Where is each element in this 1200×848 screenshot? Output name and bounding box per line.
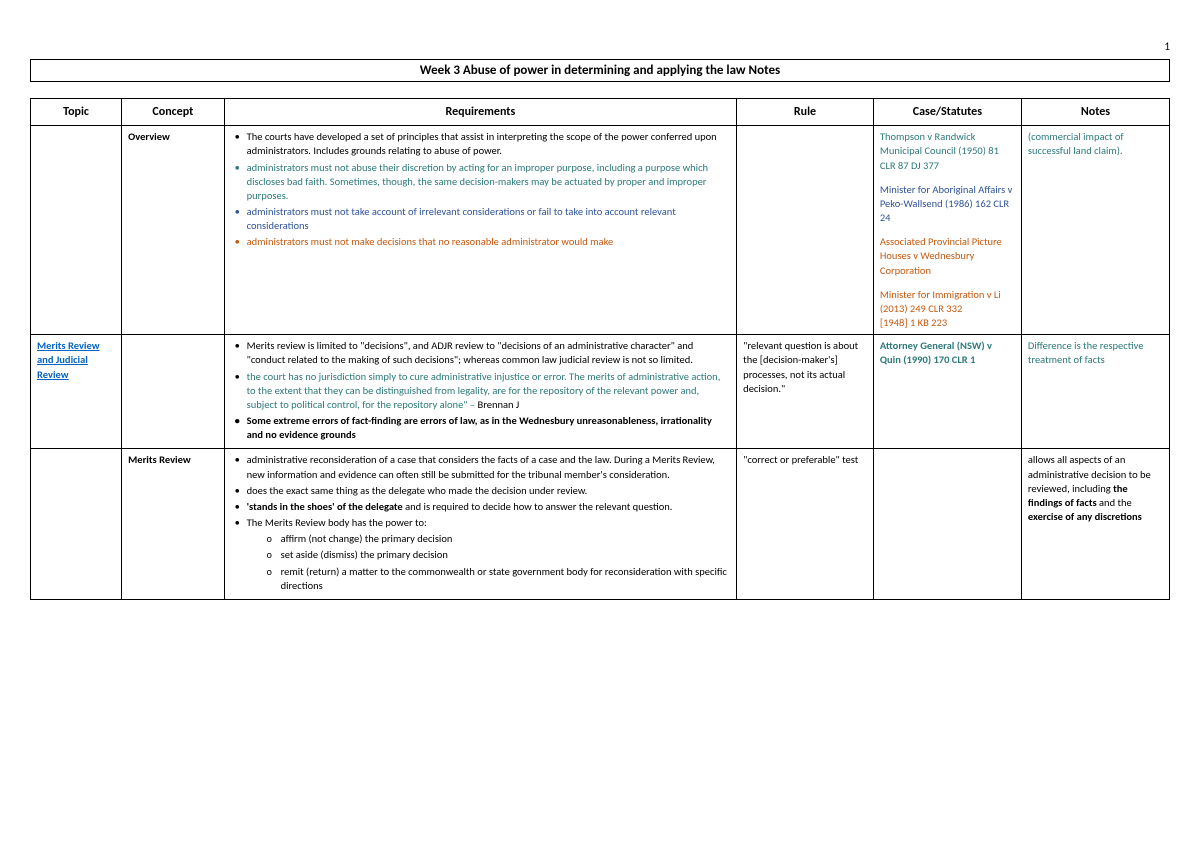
bullet-text: 'stands in the shoes' of the delegate [247, 500, 403, 513]
cell-case: Thompson v Randwick Municipal Council (1… [873, 126, 1021, 335]
notes-table: Topic Concept Requirements Rule Case/Sta… [30, 98, 1170, 600]
cell-rule [737, 126, 874, 335]
bullet: 'stands in the shoes' of the delegate an… [231, 500, 731, 514]
bullet: administrative reconsideration of a case… [231, 453, 731, 481]
cell-rule: "correct or preferable" test [737, 449, 874, 600]
cell-case: Attorney General (NSW) v Quin (1990) 170… [873, 335, 1021, 449]
bullet: the court has no jurisdiction simply to … [231, 370, 731, 413]
case-text: [1948] 1 KB 223 [880, 316, 947, 329]
cell-requirements: Merits review is limited to "decisions",… [224, 335, 737, 449]
case-citation: Minister for Aboriginal Affairs v Peko-W… [880, 183, 1015, 226]
case-citation: Attorney General (NSW) v Quin (1990) 170… [880, 339, 992, 366]
page-number: 1 [30, 40, 1170, 53]
col-notes: Notes [1021, 99, 1169, 126]
cell-concept: Merits Review [122, 449, 225, 600]
bullet-text: The Merits Review body has the power to: [247, 516, 427, 529]
bullet: The courts have developed a set of princ… [231, 130, 731, 158]
bullet-text: Brennan J [478, 398, 520, 411]
col-rule: Rule [737, 99, 874, 126]
case-citation: Associated Provincial Picture Houses v W… [880, 235, 1015, 278]
bullet: does the exact same thing as the delegat… [231, 484, 731, 498]
cell-notes: (commercial impact of successful land cl… [1021, 126, 1169, 335]
case-citation: Thompson v Randwick Municipal Council (1… [880, 130, 1015, 173]
col-case: Case/Statutes [873, 99, 1021, 126]
topic-link[interactable]: Merits Review and Judicial Review [37, 339, 100, 380]
notes-text: and the [1097, 496, 1132, 509]
table-row: Overview The courts have developed a set… [31, 126, 1170, 335]
cell-topic [31, 126, 122, 335]
cell-requirements: The courts have developed a set of princ… [224, 126, 737, 335]
sub-bullet: set aside (dismiss) the primary decision [265, 548, 731, 562]
bullet: administrators must not take account of … [231, 205, 731, 233]
col-topic: Topic [31, 99, 122, 126]
cell-concept [122, 335, 225, 449]
cell-rule: "relevant question is about the [decisio… [737, 335, 874, 449]
notes-text: allows all aspects of an administrative … [1028, 453, 1151, 494]
notes-text: exercise of any discretions [1028, 510, 1142, 523]
bullet: Some extreme errors of fact-finding are … [231, 414, 731, 442]
case-citation: Minister for Immigration v Li (2013) 249… [880, 288, 1015, 331]
bullet: Merits review is limited to "decisions",… [231, 339, 731, 367]
bullet-text: and is required to decide how to answer … [403, 500, 673, 513]
bullet: administrators must not make decisions t… [231, 235, 731, 249]
col-concept: Concept [122, 99, 225, 126]
cell-case [873, 449, 1021, 600]
cell-topic [31, 449, 122, 600]
cell-notes: Difference is the respective treatment o… [1021, 335, 1169, 449]
cell-requirements: administrative reconsideration of a case… [224, 449, 737, 600]
sub-bullet: affirm (not change) the primary decision [265, 532, 731, 546]
table-row: Merits Review administrative reconsidera… [31, 449, 1170, 600]
cell-concept: Overview [122, 126, 225, 335]
case-text: Minister for Immigration v Li (2013) 249… [880, 288, 1001, 315]
page-title: Week 3 Abuse of power in determining and… [30, 59, 1170, 82]
table-header-row: Topic Concept Requirements Rule Case/Sta… [31, 99, 1170, 126]
cell-topic: Merits Review and Judicial Review [31, 335, 122, 449]
table-row: Merits Review and Judicial Review Merits… [31, 335, 1170, 449]
cell-notes: allows all aspects of an administrative … [1021, 449, 1169, 600]
col-requirements: Requirements [224, 99, 737, 126]
sub-bullet: remit (return) a matter to the commonwea… [265, 565, 731, 593]
bullet: administrators must not abuse their disc… [231, 161, 731, 204]
bullet: The Merits Review body has the power to:… [231, 516, 731, 593]
